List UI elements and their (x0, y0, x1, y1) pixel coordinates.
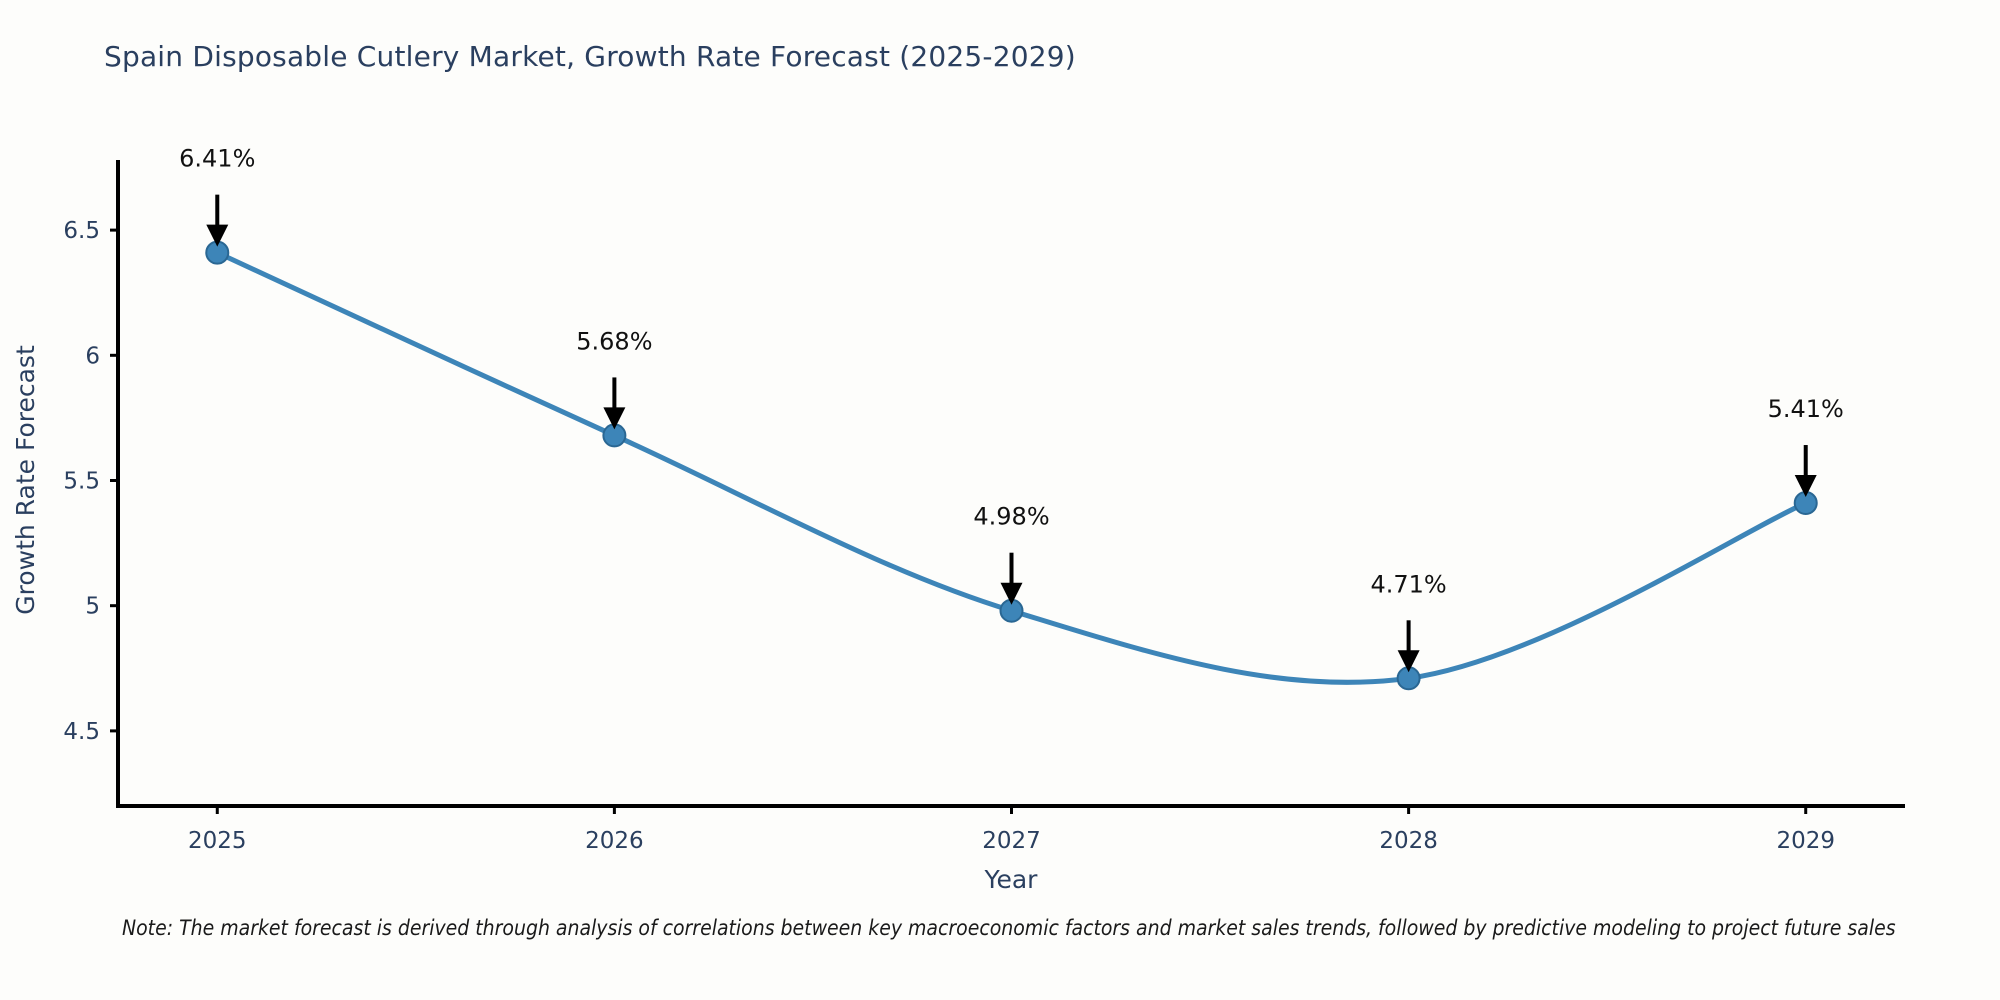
chart-title: Spain Disposable Cutlery Market, Growth … (104, 40, 1076, 73)
x-tick-label: 2026 (585, 828, 644, 854)
y-tick-label: 6.5 (63, 218, 100, 244)
chart-footnote: Note: The market forecast is derived thr… (122, 916, 1896, 940)
y-axis-title: Growth Rate Forecast (11, 345, 40, 615)
y-tick-label: 6 (85, 343, 100, 369)
annotation-arrow-head (1000, 582, 1023, 605)
y-tick-label: 5.5 (63, 468, 100, 494)
annotation-arrow-head (603, 407, 626, 430)
annotation-arrow-head (206, 224, 229, 247)
data-point-label: 4.98% (973, 503, 1049, 531)
x-axis-ticks: 2025 2026 2027 2028 2029 (188, 806, 1835, 854)
y-tick-label: 4.5 (63, 719, 100, 745)
x-tick-label: 2028 (1379, 828, 1438, 854)
x-tick-label: 2029 (1776, 828, 1835, 854)
data-point-label: 5.41% (1768, 395, 1844, 423)
y-tick-label: 5 (85, 594, 100, 620)
x-tick-label: 2027 (982, 828, 1041, 854)
y-axis-ticks: 4.5 5 5.5 6 6.5 (63, 218, 118, 745)
annotation-arrow-head (1794, 475, 1817, 498)
point-annotations: 6.41% 5.68% 4.98% 4.71% 5.41% (179, 145, 1844, 673)
annotation-arrow-head (1397, 650, 1420, 673)
data-point-label: 6.41% (179, 145, 255, 173)
data-point-label: 5.68% (576, 327, 652, 355)
x-tick-label: 2025 (188, 828, 247, 854)
x-axis-title: Year (984, 865, 1039, 894)
data-point-label: 4.71% (1370, 570, 1446, 598)
